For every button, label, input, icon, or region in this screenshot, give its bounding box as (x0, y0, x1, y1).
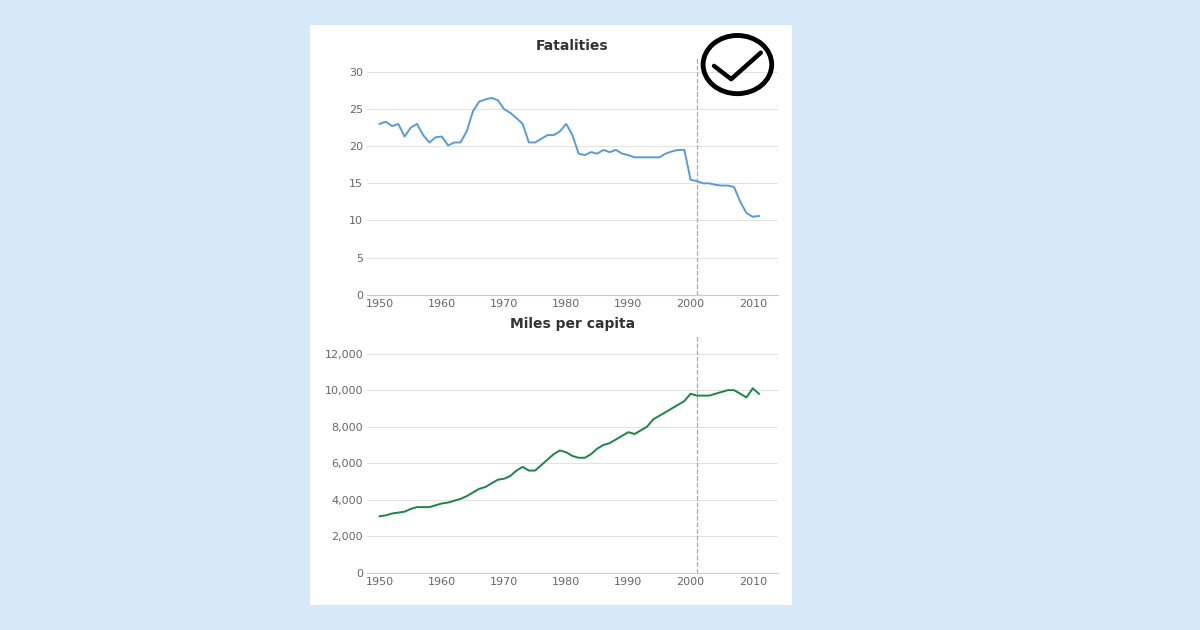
Title: Miles per capita: Miles per capita (510, 318, 635, 331)
Title: Fatalities: Fatalities (536, 39, 608, 53)
